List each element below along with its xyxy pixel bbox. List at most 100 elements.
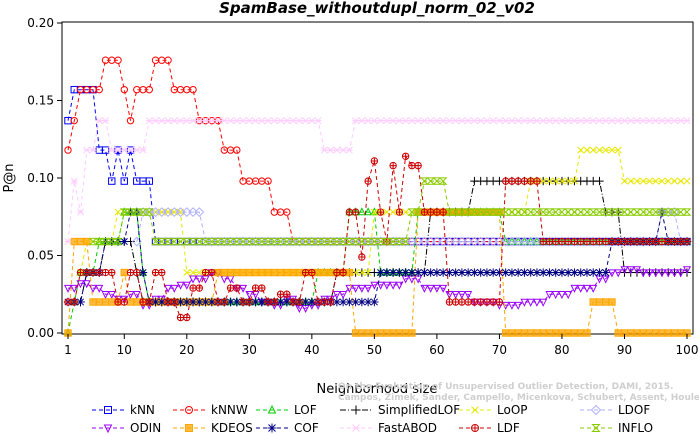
data-point	[676, 208, 686, 216]
data-point	[614, 117, 622, 125]
data-point	[264, 298, 272, 306]
data-point	[376, 268, 385, 277]
data-point	[120, 177, 128, 185]
legend-item-simplifiedlof: SimplifiedLOF	[340, 403, 460, 417]
data-point	[376, 208, 385, 216]
watermark-line-1: On the Evaluation of Unsupervised Outlie…	[338, 382, 673, 392]
data-point	[195, 275, 204, 284]
data-point	[645, 269, 654, 278]
chart-title: SpamBase_withoutdupl_norm_02_v02	[219, 0, 535, 17]
data-point	[626, 266, 635, 275]
data-point	[370, 117, 378, 125]
data-point	[351, 405, 361, 415]
y-tick-label: 0.00	[27, 326, 54, 340]
data-point	[195, 284, 204, 292]
series-line	[93, 180, 687, 243]
data-point	[333, 268, 341, 277]
x-tick-label: 70	[492, 343, 507, 357]
data-point	[233, 284, 241, 292]
data-point	[267, 404, 277, 414]
data-point	[514, 329, 522, 337]
data-point	[652, 329, 660, 337]
data-point	[352, 424, 360, 432]
legend-item-odin: ODIN	[92, 421, 161, 434]
data-point	[126, 146, 135, 154]
data-point	[245, 298, 254, 306]
series-fastabod	[64, 117, 691, 246]
data-point	[514, 117, 522, 125]
data-point	[457, 268, 467, 277]
data-point	[283, 117, 291, 125]
data-point	[588, 208, 598, 216]
data-point	[470, 117, 478, 125]
data-point	[289, 268, 297, 277]
data-point	[389, 161, 397, 170]
data-point	[595, 146, 604, 154]
data-point	[95, 85, 103, 94]
data-point	[357, 284, 366, 293]
data-point	[432, 177, 442, 185]
data-point	[183, 313, 191, 322]
data-point	[520, 177, 529, 185]
data-point	[602, 146, 610, 154]
data-point	[352, 268, 360, 277]
data-point	[383, 329, 391, 337]
data-point	[408, 117, 416, 125]
data-point	[652, 237, 660, 246]
data-point	[570, 329, 579, 337]
data-point	[189, 268, 197, 277]
data-point	[351, 329, 360, 337]
data-point	[133, 146, 141, 154]
data-point	[513, 268, 523, 277]
data-point	[139, 146, 147, 154]
data-point	[576, 208, 586, 216]
data-point	[170, 117, 178, 125]
data-point	[620, 177, 629, 185]
data-point	[351, 284, 360, 293]
data-point	[214, 298, 222, 306]
data-point	[645, 177, 654, 185]
data-point	[82, 280, 91, 289]
data-point	[288, 237, 298, 246]
data-point	[413, 268, 423, 277]
data-point	[283, 208, 291, 216]
data-point	[219, 237, 229, 246]
data-point	[508, 177, 516, 185]
data-point	[620, 117, 629, 125]
data-point	[158, 117, 166, 125]
data-point	[464, 117, 472, 125]
x-axis-label: Neighborhood size	[317, 382, 438, 397]
data-point	[657, 208, 667, 216]
series-line	[80, 149, 687, 274]
series-knn	[64, 85, 691, 246]
data-point	[564, 329, 572, 337]
data-point	[439, 117, 447, 125]
data-point	[395, 208, 404, 216]
legend-item-loop: LoOP	[459, 403, 528, 417]
data-point	[595, 208, 604, 216]
data-point	[489, 298, 497, 306]
data-point	[657, 269, 666, 278]
data-point	[664, 269, 673, 278]
data-point	[591, 424, 601, 432]
legend-label: LOF	[294, 403, 317, 417]
data-point	[208, 117, 216, 125]
data-point	[163, 237, 173, 246]
data-point	[232, 237, 242, 246]
data-point	[270, 298, 279, 306]
data-point	[295, 268, 304, 277]
data-point	[445, 298, 454, 306]
data-point	[327, 146, 335, 154]
data-point	[182, 281, 191, 290]
x-tick-label: 20	[179, 343, 194, 357]
data-point	[426, 268, 435, 277]
data-point	[645, 117, 654, 125]
data-point	[377, 117, 385, 125]
data-point	[369, 237, 379, 246]
data-point	[232, 297, 242, 307]
data-point	[627, 117, 635, 125]
data-point	[108, 146, 116, 154]
data-point	[338, 297, 348, 307]
data-point	[482, 268, 492, 277]
data-point	[370, 157, 379, 165]
